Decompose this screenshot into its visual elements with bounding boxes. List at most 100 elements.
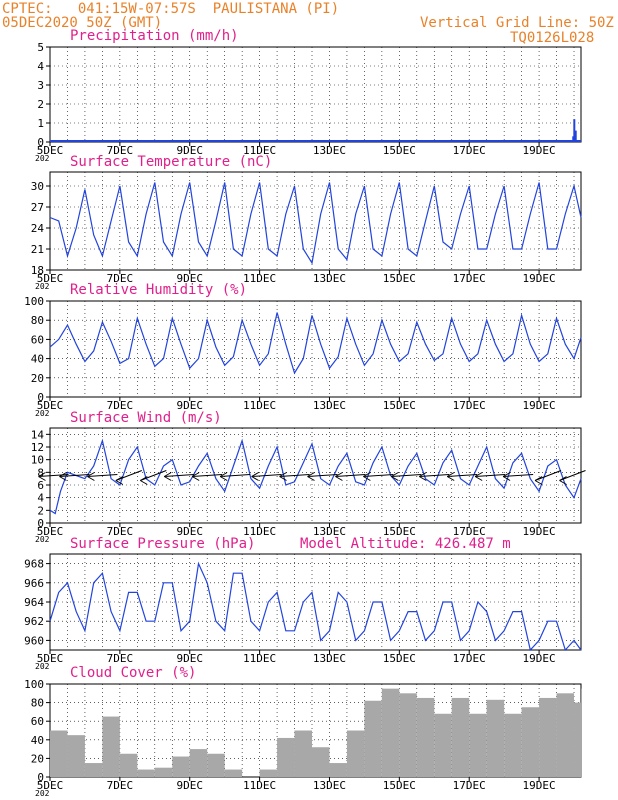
wind-arrow-head — [502, 472, 511, 481]
y-tick-label: 966 — [24, 577, 44, 590]
year-fragment: 202 — [35, 409, 50, 418]
cloud-bar — [154, 767, 173, 777]
x-tick-label: 5DEC — [37, 525, 64, 538]
header-grid-line: Vertical Grid Line: 50Z — [420, 15, 614, 31]
cloud-bar — [451, 697, 470, 777]
y-tick-label: 960 — [24, 634, 44, 647]
x-tick-label: 7DEC — [107, 399, 134, 412]
precip-bar — [572, 136, 575, 142]
y-tick-label: 4 — [37, 492, 44, 505]
x-tick-label: 11DEC — [243, 779, 276, 792]
x-tick-label: 13DEC — [313, 525, 346, 538]
x-tick-label: 7DEC — [107, 272, 134, 285]
x-tick-label: 5DEC — [37, 144, 64, 157]
cloud-bar — [556, 693, 575, 777]
x-tick-label: 17DEC — [453, 399, 486, 412]
precip-bar — [573, 119, 576, 142]
cloud-bar — [189, 749, 208, 777]
cloud-bar — [416, 697, 435, 777]
cloud-bar — [50, 730, 68, 777]
x-tick-label: 17DEC — [453, 525, 486, 538]
wind-arrow — [559, 470, 586, 481]
x-tick-label: 19DEC — [523, 525, 556, 538]
y-tick-label: 1 — [37, 117, 44, 130]
wind-arrow-head — [307, 472, 315, 481]
panel-frame — [49, 553, 582, 651]
cloud-bar — [574, 702, 581, 777]
panel-2 — [46, 300, 582, 401]
wind-arrow-head — [474, 472, 483, 481]
wind-arrow-head — [164, 472, 172, 481]
x-tick-label: 13DEC — [313, 272, 346, 285]
wind-arrow — [59, 474, 90, 477]
year-fragment: 202 — [35, 154, 50, 163]
cloud-bar — [504, 713, 522, 777]
y-tick-label: 30 — [31, 180, 44, 193]
cloud-bar — [312, 747, 330, 777]
panel-frame — [49, 171, 582, 271]
cloud-bar — [294, 730, 313, 777]
y-tick-label: 964 — [24, 596, 44, 609]
y-tick-label: 60 — [31, 715, 44, 728]
y-tick-label: 2 — [37, 504, 44, 517]
cloud-bar — [329, 763, 347, 777]
panel-frame — [49, 46, 582, 143]
cloud-bar — [67, 735, 85, 777]
y-tick-label: 2 — [37, 98, 44, 111]
y-tick-label: 21 — [31, 243, 44, 256]
cloud-bar — [137, 769, 155, 777]
cloud-bar — [539, 697, 557, 777]
wind-arrow — [503, 474, 534, 477]
cloud-bar — [399, 693, 417, 777]
x-tick-label: 17DEC — [453, 144, 486, 157]
panel-title: Cloud Cover (%) — [70, 665, 196, 681]
panel-title: Surface Wind (m/s) — [70, 410, 222, 426]
cloud-bar — [259, 769, 278, 777]
panel-annotation: Model Altitude: 426.487 m — [300, 536, 511, 552]
panel-title: Surface Pressure (hPa) — [70, 536, 255, 552]
y-tick-label: 6 — [37, 479, 44, 492]
x-tick-label: 7DEC — [107, 779, 134, 792]
cloud-bar — [364, 700, 382, 777]
y-tick-label: 10 — [31, 454, 44, 467]
cloud-bar — [84, 763, 103, 777]
x-tick-label: 11DEC — [243, 652, 276, 665]
cloud-bar — [521, 707, 540, 777]
cloud-bar — [224, 769, 243, 777]
y-tick-label: 27 — [31, 201, 44, 214]
y-tick-label: 4 — [37, 60, 44, 73]
y-tick-label: 0 — [37, 391, 44, 404]
wind-arrow — [307, 474, 338, 477]
wind-arrow — [447, 474, 478, 477]
x-tick-label: 15DEC — [383, 652, 416, 665]
panel-title: Surface Temperature (nC) — [70, 154, 272, 170]
x-tick-label: 9DEC — [176, 652, 203, 665]
series-line — [49, 561, 582, 652]
y-tick-label: 12 — [31, 441, 44, 454]
x-tick-label: 13DEC — [313, 399, 346, 412]
cloud-bar — [102, 716, 120, 777]
wind-arrow — [140, 470, 167, 481]
x-tick-label: 5DEC — [37, 399, 64, 412]
series-line — [49, 182, 582, 265]
y-tick-label: 0 — [37, 517, 44, 530]
x-tick-label: 9DEC — [176, 525, 203, 538]
cloud-bar — [172, 756, 190, 777]
wind-arrow — [534, 470, 562, 481]
y-tick-label: 60 — [31, 333, 44, 346]
x-tick-label: 19DEC — [523, 779, 556, 792]
wind-arrow-head — [191, 472, 200, 481]
cloud-bar — [486, 699, 505, 777]
wind-arrow — [220, 474, 251, 477]
wind-arrow-head — [534, 476, 543, 485]
cloud-bar — [207, 753, 225, 777]
cloud-bar — [434, 713, 452, 777]
y-tick-label: 18 — [31, 264, 44, 277]
panel-5 — [46, 683, 582, 781]
wind-arrow — [115, 470, 143, 481]
wind-arrow-head — [140, 476, 148, 485]
wind-arrow — [475, 474, 506, 477]
wind-arrow-head — [335, 472, 343, 481]
wind-arrow-head — [38, 472, 46, 481]
x-tick-label: 11DEC — [243, 399, 276, 412]
